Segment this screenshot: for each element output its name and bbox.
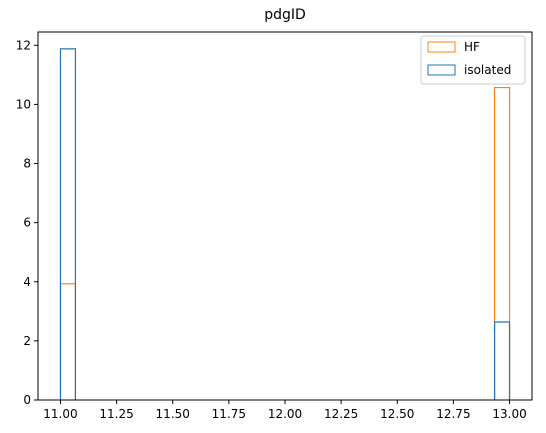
histogram-bars	[59, 48, 511, 400]
legend-label-isolated: isolated	[464, 63, 511, 77]
plot-frame	[37, 31, 533, 401]
y-tick-label: 4	[23, 275, 31, 289]
plot-area	[37, 31, 533, 401]
y-tick-label: 10	[16, 97, 31, 111]
legend: HF isolated	[420, 35, 526, 85]
y-tick-label: 8	[23, 157, 31, 171]
x-tick-label: 11.00	[43, 407, 77, 421]
x-axis: 11.00 11.25 11.50 11.75 12.00 12.25 12.50 12.75…	[43, 400, 527, 421]
bar-HF-0	[59, 283, 77, 400]
bar-isolated-1	[493, 321, 511, 400]
bar-isolated-0	[59, 48, 77, 400]
legend-label-hf: HF	[464, 40, 480, 54]
y-tick-label: 2	[23, 334, 31, 348]
x-tick-label: 12.75	[436, 407, 470, 421]
x-tick-label: 11.50	[156, 407, 190, 421]
y-tick-label: 12	[16, 38, 31, 52]
x-tick-label: 11.75	[212, 407, 246, 421]
legend-swatch-isolated	[427, 64, 456, 76]
bar-HF-1	[493, 86, 511, 400]
x-tick-label: 13.00	[492, 407, 526, 421]
y-tick-label: 0	[23, 393, 31, 407]
x-tick-label: 12.50	[380, 407, 414, 421]
chart-title: pdgID	[264, 7, 306, 23]
y-tick-label: 6	[23, 216, 31, 230]
y-axis: 0 2 4 6 8 10 12	[16, 38, 38, 407]
legend-box	[420, 35, 526, 85]
x-tick-label: 12.25	[324, 407, 358, 421]
x-tick-label: 12.00	[268, 407, 302, 421]
legend-swatch-hf	[427, 41, 456, 53]
x-tick-label: 11.25	[99, 407, 133, 421]
